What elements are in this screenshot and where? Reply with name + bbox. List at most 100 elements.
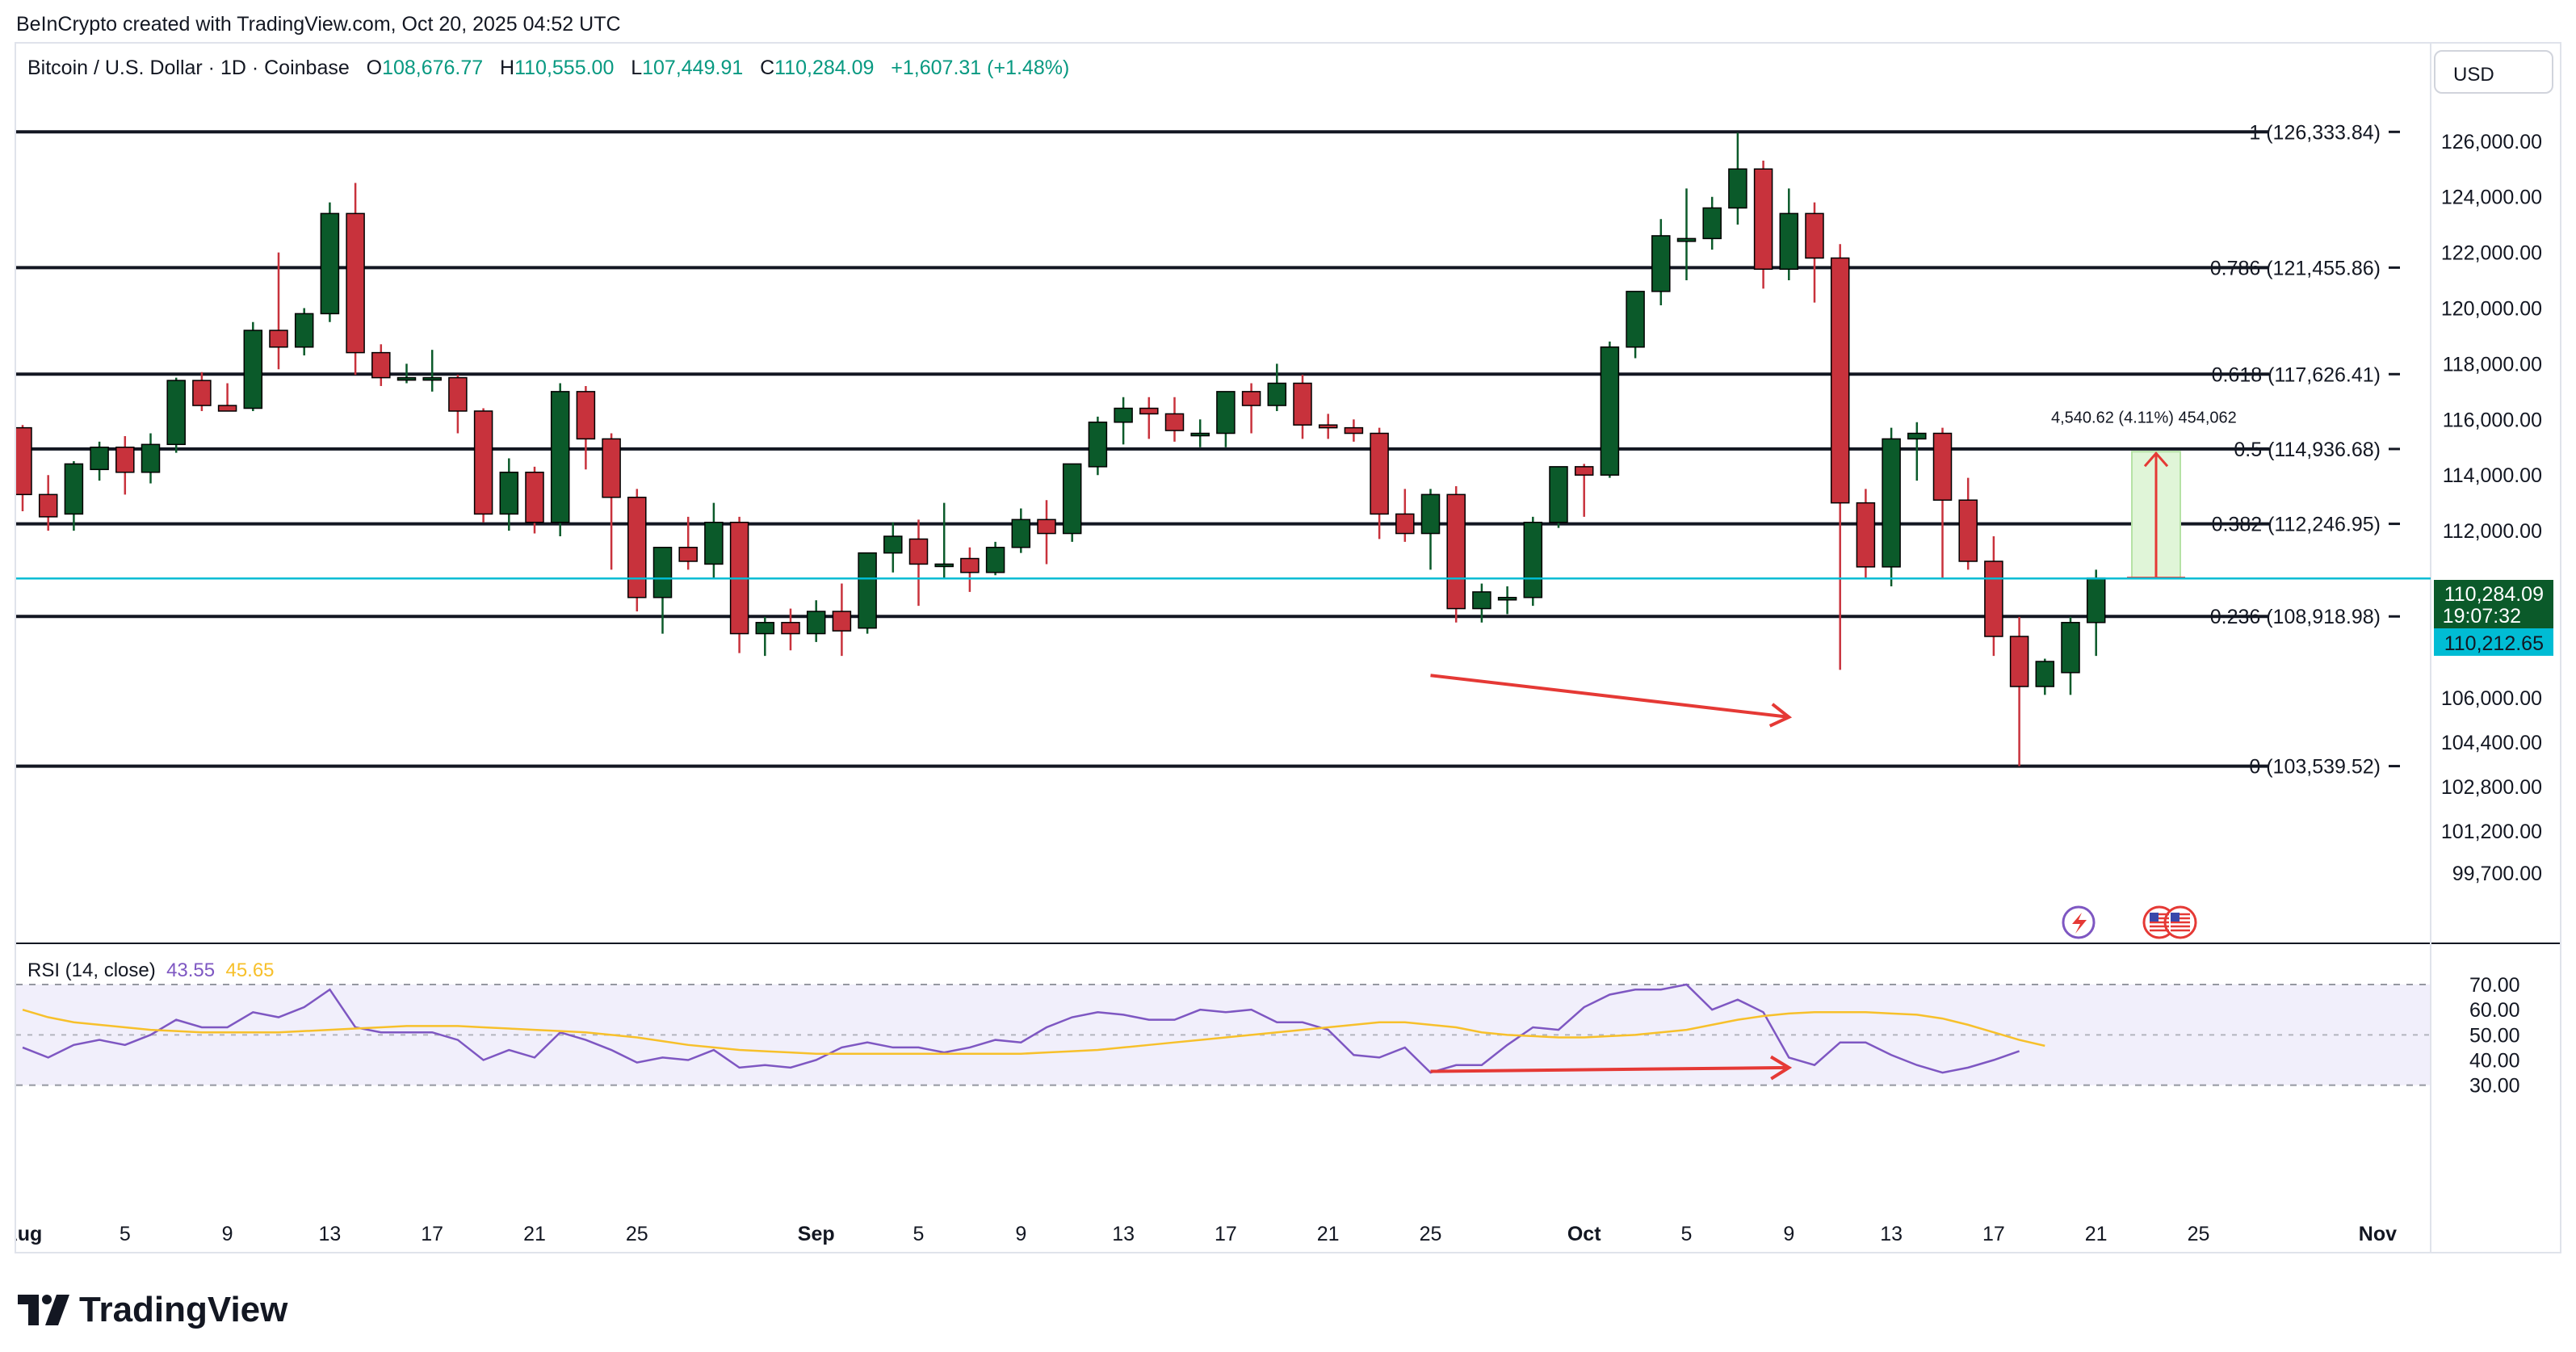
candle-body: [1907, 432, 1927, 440]
divergence-arrowhead: [1768, 703, 1793, 728]
price-tick-label: 112,000.00: [2443, 520, 2542, 543]
candle-body: [858, 552, 877, 629]
candle-body: [346, 212, 365, 354]
fib-label: 0.786 (121,455.86): [2210, 257, 2381, 279]
tradingview-logo-icon: [18, 1295, 69, 1325]
candle-body: [2086, 577, 2106, 624]
fib-label: 0 (103,539.52): [2249, 756, 2381, 779]
candle-body: [602, 438, 621, 498]
measure-arrowhead: [2143, 451, 2169, 468]
price-axis: 126,000.00 124,000.00 122,000.00 120,000.00…: [2434, 131, 2553, 1098]
candle-body: [1190, 432, 1210, 437]
time-tick-label: 9: [222, 1223, 233, 1245]
candle-body: [1984, 561, 2003, 637]
rsi-tick-label: 70.00: [2469, 974, 2520, 997]
time-tick-label: 17: [1982, 1223, 2005, 1245]
price-tick-label: 120,000.00: [2441, 298, 2542, 321]
chart-frame[interactable]: 1 (126,333.84) 0.786 (121,455.86) 0.618 (1…: [15, 42, 2561, 1253]
candle-body: [422, 376, 442, 381]
candle-body: [1651, 235, 1671, 292]
fib-label: 1 (126,333.84): [2249, 121, 2381, 144]
price-tick-label: 122,000.00: [2441, 242, 2542, 265]
fib-levels: 1 (126,333.84) 0.786 (121,455.86) 0.618 (1…: [16, 121, 2400, 779]
candle-body: [908, 538, 929, 565]
tradingview-logo-text: TradingView: [79, 1290, 288, 1329]
symbol-name: Bitcoin / U.S. Dollar · 1D · Coinbase: [27, 57, 350, 79]
candle-body: [141, 443, 161, 473]
fib-label: 0.5 (114,936.68): [2234, 439, 2381, 461]
open-label: O: [366, 57, 383, 79]
candle-body: [115, 447, 135, 473]
time-tick-label: Nov: [2359, 1223, 2397, 1245]
candle-body: [1088, 421, 1108, 468]
candle-body: [1830, 257, 1850, 504]
divergence-arrowhead: [1769, 1055, 1793, 1081]
candle-body: [320, 212, 340, 315]
rsi-value: 43.55: [166, 959, 216, 981]
divergence-annotations: [1430, 674, 1793, 1081]
candle-body: [294, 313, 314, 348]
candle-body: [1011, 519, 1031, 548]
measure-label: 4,540.62 (4.11%) 454,062: [2051, 409, 2237, 426]
lightning-bolt-icon: [2072, 913, 2087, 934]
candle-body: [1114, 407, 1133, 423]
candle-body: [525, 472, 544, 523]
candle-body: [627, 497, 647, 598]
low-value: 107,449.91: [642, 57, 744, 79]
price-tick-label: 118,000.00: [2443, 353, 2542, 376]
us-flag-canton: [2171, 913, 2180, 922]
time-tick-label: Sep: [798, 1223, 835, 1245]
candle-body: [1600, 346, 1620, 476]
fib-label: 0.618 (117,626.41): [2212, 363, 2381, 386]
candle-body: [1779, 212, 1799, 271]
candle-body: [1420, 493, 1441, 535]
change-value: +1,607.31 (+1.48%): [891, 57, 1070, 79]
currency-button[interactable]: USD: [2434, 50, 2553, 94]
candle-body: [1472, 591, 1491, 610]
time-tick-label: Oct: [1567, 1223, 1601, 1245]
candle-body: [2061, 622, 2080, 674]
candle-body: [1932, 432, 1953, 501]
time-axis: Aug 5 9 13 17 21 25 Sep 5 9 13 17 21 25 Oct 5 9 13 17 21 25 N…: [16, 1223, 2397, 1245]
time-tick-label: 13: [1112, 1223, 1135, 1245]
high-value: 110,555.00: [514, 57, 615, 79]
high-label: H: [500, 57, 515, 79]
candle-body: [1626, 291, 1645, 348]
candle-body: [806, 611, 826, 635]
tradingview-logo[interactable]: TradingView: [18, 1289, 287, 1331]
fib-label: 0.382 (112,246.95): [2212, 514, 2381, 536]
time-tick-label: Aug: [16, 1223, 42, 1245]
chart-canvas[interactable]: 1 (126,333.84) 0.786 (121,455.86) 0.618 (1…: [16, 44, 2560, 1252]
low-label: L: [631, 57, 643, 79]
last-price-badge: [2434, 580, 2553, 628]
rsi-ma-value: 45.65: [225, 959, 275, 981]
rsi-label: RSI (14, close): [27, 959, 156, 981]
candle-body: [1241, 391, 1261, 406]
candle-body: [2035, 661, 2055, 687]
close-value: 110,284.09: [774, 57, 875, 79]
event-icons: [2062, 905, 2197, 939]
time-tick-label: 25: [626, 1223, 648, 1245]
time-tick-label: 21: [2085, 1223, 2108, 1245]
candle-body: [1293, 382, 1312, 426]
time-tick-label: 5: [913, 1223, 925, 1245]
candle-body: [1958, 499, 1978, 562]
time-tick-label: 25: [1420, 1223, 1442, 1245]
candle-body: [550, 391, 570, 523]
candle-body: [269, 330, 288, 348]
candle-body: [704, 522, 724, 565]
candle-body: [781, 622, 800, 635]
candle-body: [985, 547, 1005, 573]
candle-body: [1702, 207, 1722, 240]
time-tick-label: 21: [1317, 1223, 1340, 1245]
candle-body: [883, 535, 903, 554]
price-tick-label: 99,700.00: [2452, 863, 2542, 885]
candle-body: [1216, 391, 1236, 435]
candle-body: [1446, 493, 1466, 610]
candle-body: [1549, 466, 1568, 523]
bid-price-label: 110,212.65: [2444, 632, 2544, 655]
fib-label: 0.236 (108,918.98): [2210, 606, 2381, 628]
candle-body: [1728, 168, 1747, 209]
candle-body: [217, 405, 237, 412]
rsi-tick-label: 50.00: [2469, 1024, 2520, 1047]
